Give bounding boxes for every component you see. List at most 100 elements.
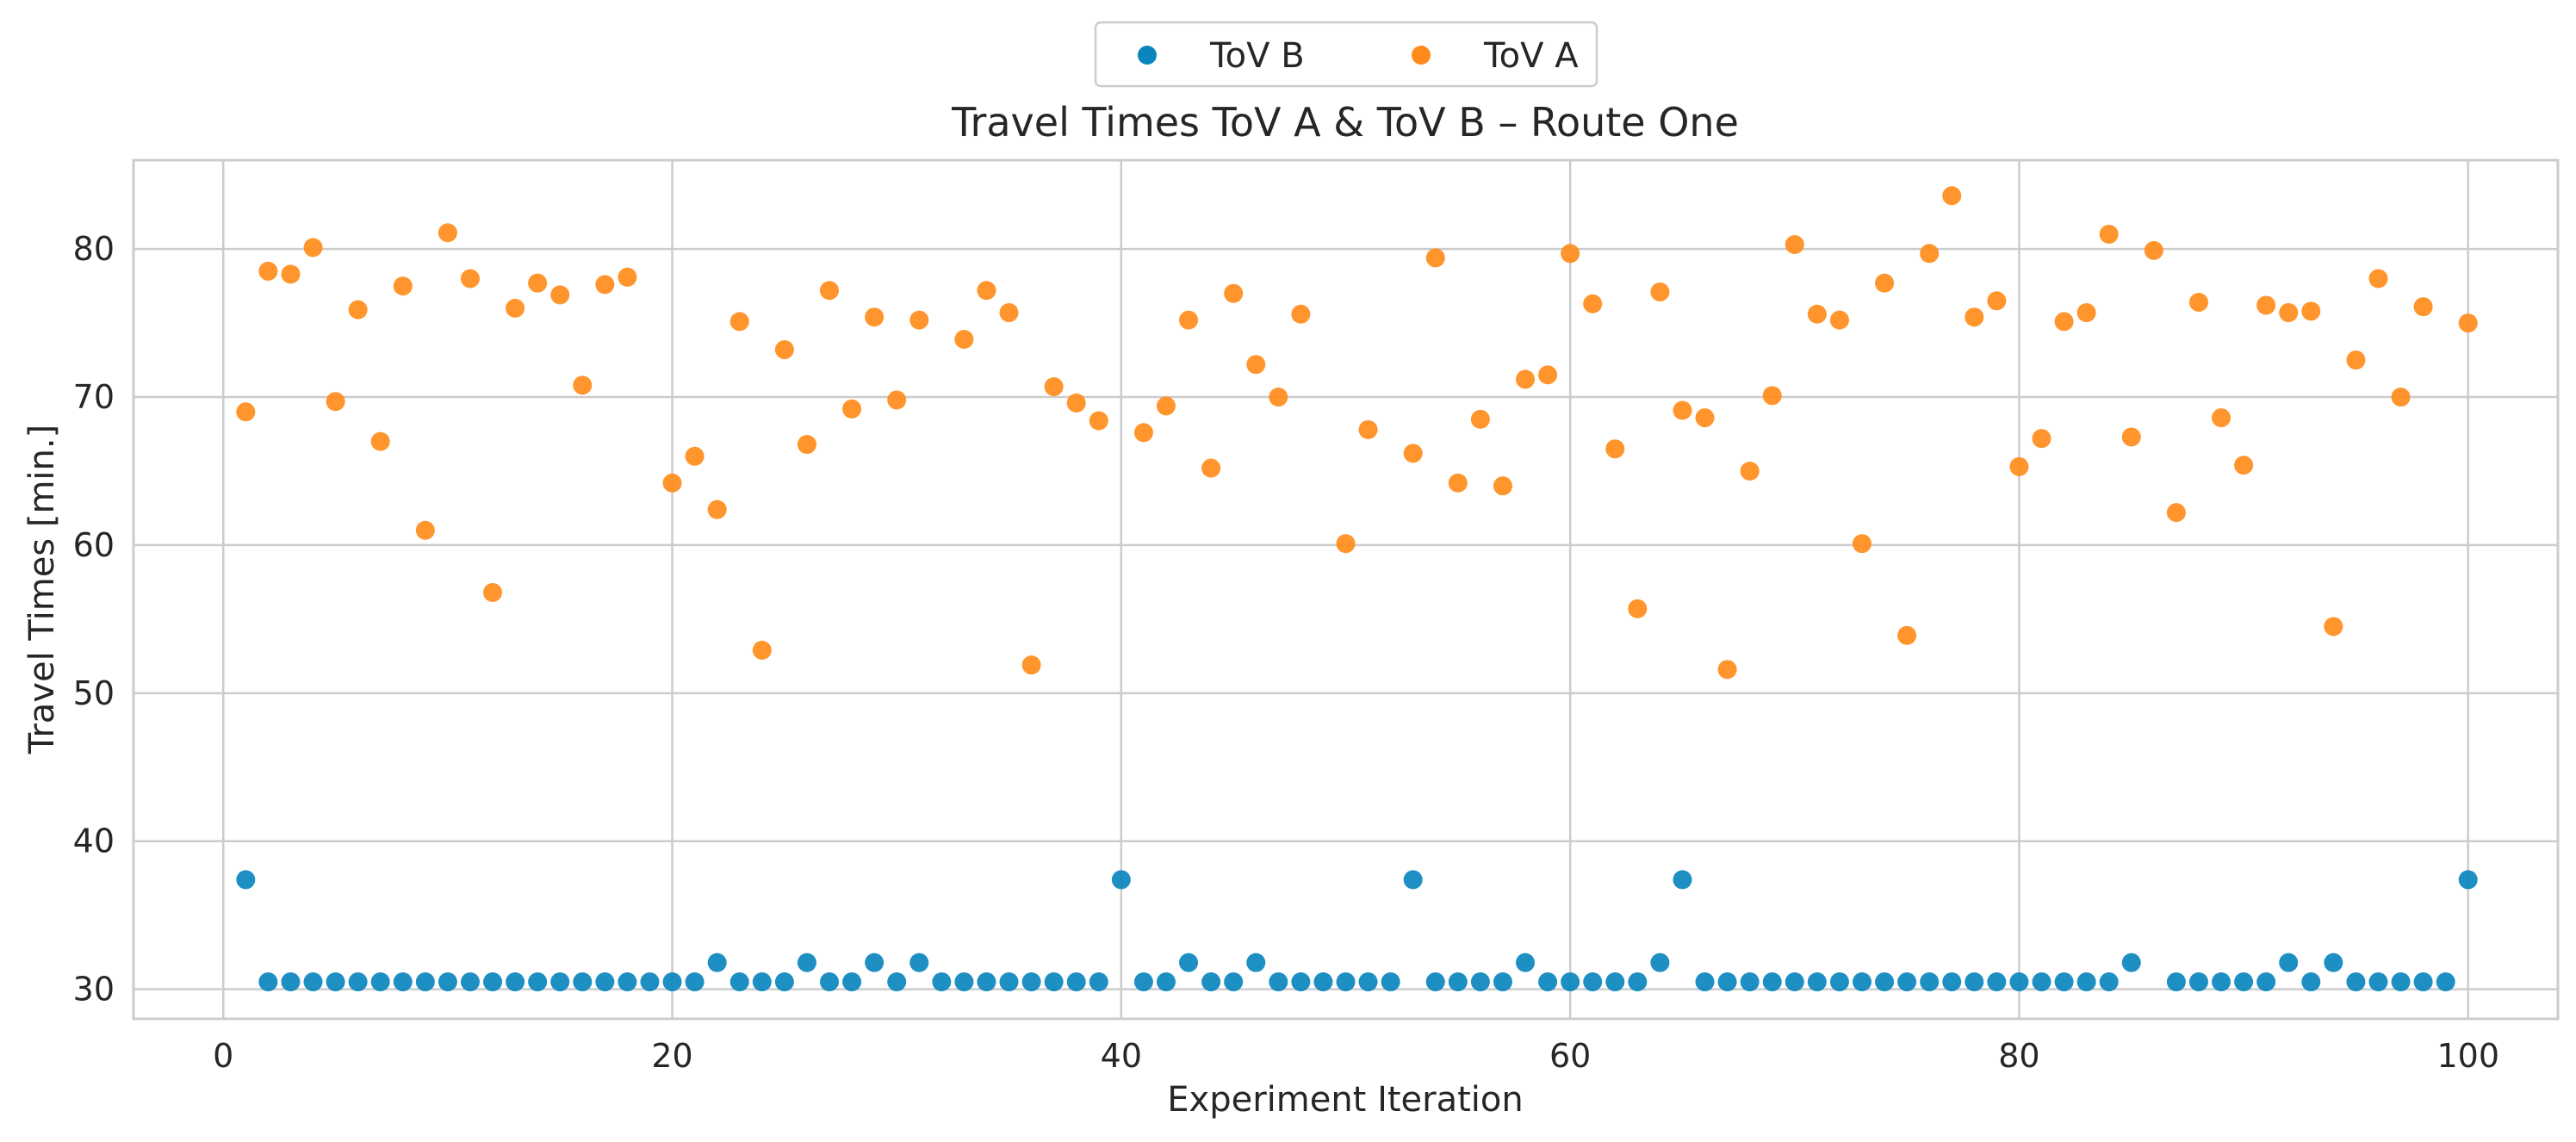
data-point [1920, 972, 1940, 992]
data-point [438, 223, 457, 243]
data-point [2279, 953, 2299, 972]
data-point [1628, 972, 1648, 992]
data-point [977, 281, 996, 301]
data-point [303, 238, 323, 258]
data-point [370, 972, 390, 992]
data-point [1852, 534, 1871, 554]
data-point [2076, 972, 2096, 992]
y-axis-label: Travel Times [min.] [22, 425, 62, 754]
data-point [1133, 423, 1153, 443]
y-tick-label: 30 [73, 971, 115, 1009]
data-point [1695, 408, 1715, 428]
data-point [1470, 972, 1490, 992]
data-point [2054, 972, 2074, 992]
data-point [1740, 972, 1760, 992]
data-point [999, 972, 1019, 992]
data-point [2032, 429, 2051, 449]
data-point [1942, 972, 1962, 992]
data-point [1269, 388, 1288, 407]
data-point [1358, 419, 1378, 439]
data-point [1650, 282, 1670, 301]
data-point [685, 446, 705, 466]
data-point [573, 375, 593, 395]
data-point [2413, 972, 2433, 992]
data-point [2009, 972, 2029, 992]
data-point [1066, 972, 1086, 992]
data-point [326, 392, 345, 412]
y-tick-label: 50 [73, 674, 115, 712]
y-axis-ticks: 30 40 50 60 70 80 [73, 230, 115, 1008]
data-point [865, 307, 885, 327]
data-point [1583, 972, 1603, 992]
data-point [2099, 972, 2119, 992]
data-point [1201, 972, 1221, 992]
data-point [1695, 972, 1715, 992]
data-point [1785, 234, 1804, 254]
data-point [2391, 388, 2411, 407]
data-point [1762, 386, 1782, 406]
data-point [326, 972, 345, 992]
x-axis-label: Experiment Iteration [1167, 1080, 1524, 1120]
data-point [2234, 456, 2254, 475]
data-point [1403, 870, 1423, 890]
data-point [258, 972, 278, 992]
data-point [2324, 617, 2343, 636]
data-point [1628, 599, 1648, 618]
data-point [1897, 972, 1917, 992]
data-point [820, 972, 840, 992]
data-point [1133, 972, 1153, 992]
data-points [236, 186, 2478, 992]
data-point [1021, 655, 1041, 675]
data-point [1470, 409, 1490, 429]
data-point [1740, 461, 1760, 481]
data-point [2346, 351, 2366, 370]
data-point [999, 303, 1019, 323]
data-point [1516, 369, 1536, 389]
data-point [348, 972, 368, 992]
data-point [640, 972, 660, 992]
y-tick-label: 70 [73, 378, 115, 416]
data-point [236, 870, 256, 890]
data-point [1358, 972, 1378, 992]
data-point [1179, 310, 1199, 330]
data-point [483, 582, 503, 602]
data-point [887, 972, 907, 992]
data-point [483, 972, 503, 992]
data-point [1987, 972, 2007, 992]
data-point [1201, 458, 1221, 478]
data-point [2121, 427, 2141, 447]
data-point [2256, 295, 2276, 315]
data-point [2368, 269, 2388, 289]
data-point [528, 273, 548, 293]
legend-label-tov-b: ToV B [1209, 36, 1305, 76]
data-point [752, 640, 772, 660]
data-point [774, 972, 794, 992]
data-point [2301, 972, 2321, 992]
data-point [1516, 953, 1536, 972]
data-point [909, 953, 929, 972]
data-point [2121, 953, 2141, 972]
legend: ToV B ToV A [1094, 21, 1598, 88]
data-point [393, 276, 413, 296]
data-point [1336, 972, 1356, 992]
data-point [1673, 400, 1692, 420]
data-point [2212, 408, 2231, 428]
data-point [1403, 444, 1423, 463]
data-point [2436, 972, 2455, 992]
data-point [2413, 297, 2433, 317]
data-point [550, 972, 570, 992]
data-point [415, 520, 435, 540]
data-point [393, 972, 413, 992]
data-point [1224, 972, 1244, 992]
data-point [1066, 393, 1086, 413]
data-point [415, 972, 435, 992]
data-point [1381, 972, 1400, 992]
data-point [2166, 503, 2186, 523]
data-point [865, 953, 885, 972]
data-point [797, 435, 816, 455]
data-point [1246, 355, 1266, 375]
data-point [707, 953, 727, 972]
y-tick-label: 40 [73, 822, 115, 860]
data-point [2234, 972, 2254, 992]
data-point [729, 312, 749, 332]
